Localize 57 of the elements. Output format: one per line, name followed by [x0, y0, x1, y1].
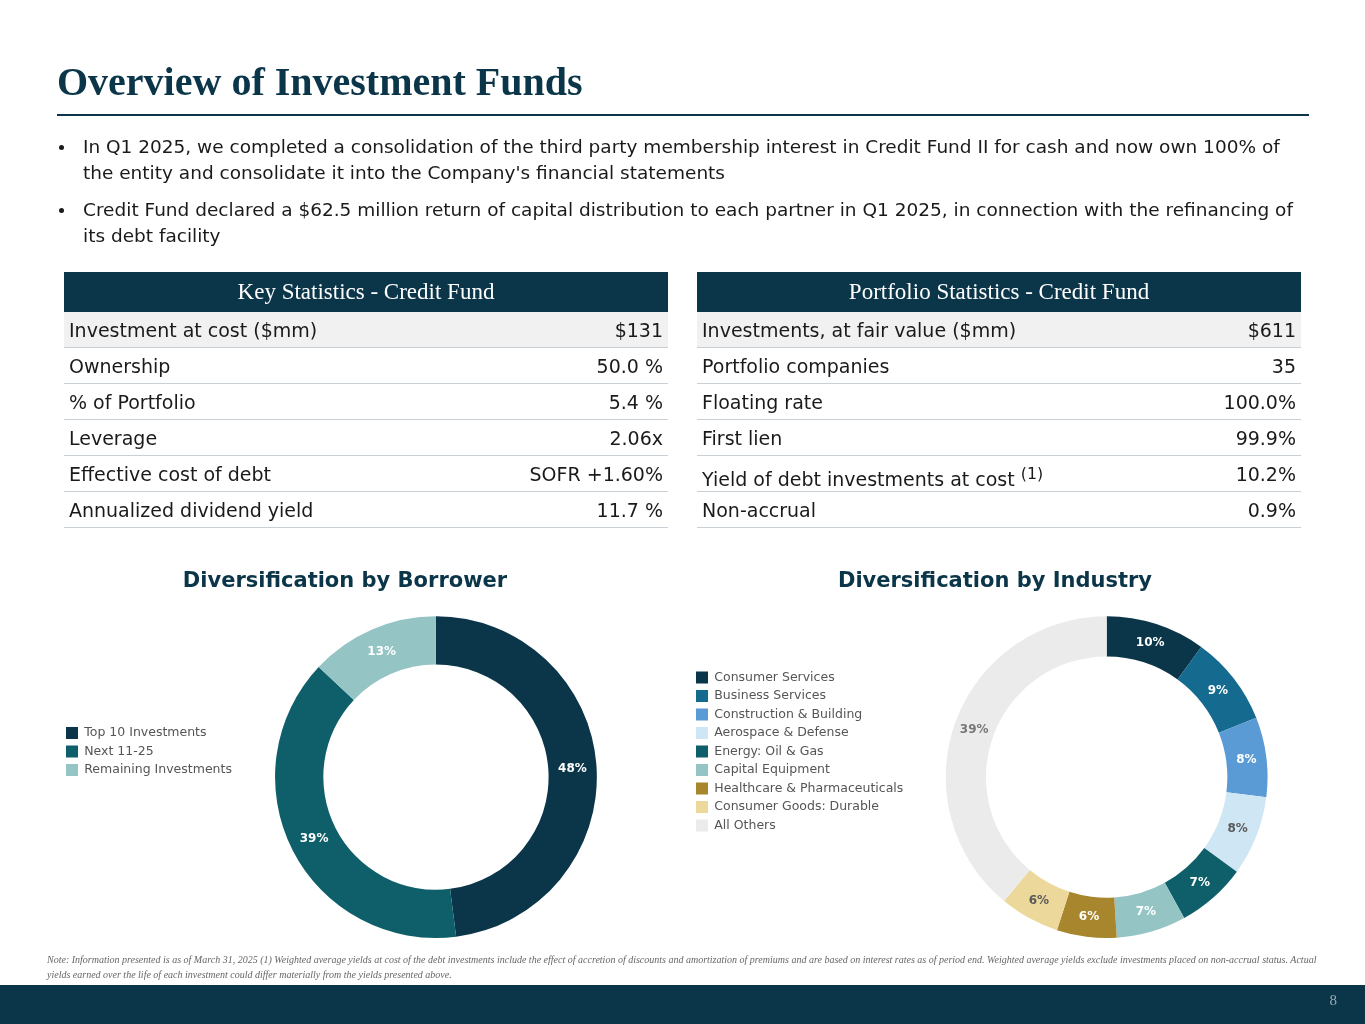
- text: Floating rate: [702, 390, 823, 415]
- data-label: 39%: [959, 721, 989, 736]
- text: Credit Fund declared a $62.5 million return of capital distribution to each partner in Q1 2025, in connection with the refinancing of its debt facility: [82, 198, 1295, 248]
- text: $611: [1247, 318, 1296, 343]
- text: % of Portfolio: [69, 390, 196, 415]
- data-label: 7%: [1189, 874, 1210, 889]
- legend-label: Energy: Oil & Gas: [714, 742, 824, 758]
- text: Investment at cost ($mm): [69, 318, 318, 343]
- text: Ownership: [69, 354, 171, 379]
- text: 11.7 %: [596, 498, 663, 523]
- data-label: 13%: [367, 643, 397, 658]
- text: Investments, at fair value ($mm): [702, 318, 1017, 343]
- text: Note: Information presented is as of March 31, 2025 (1) Weighted average yields at cost of the debt investments include the effect of accretion of discounts and amortization of premiums and are based on interest rates as of period end. Weighted average yields exclude investments placed on non-accrual status. Actual yields earned over the life of each investment could differ materially from the yields presented above.: [47, 953, 1318, 982]
- legend-label: Business Services: [714, 687, 827, 703]
- legend-label: Next 11-25: [84, 742, 154, 758]
- text: Key Statistics - Credit Fund: [64, 272, 668, 312]
- text: 8: [1329, 992, 1337, 1009]
- text: 50.0 %: [596, 354, 663, 379]
- data-label: 10%: [1135, 635, 1165, 650]
- text: Portfolio companies: [702, 354, 890, 379]
- text: Annualized dividend yield: [69, 498, 314, 523]
- data-label: 7%: [1135, 904, 1157, 919]
- legend-label: Aerospace & Defense: [714, 724, 849, 740]
- legend-label: Healthcare & Pharmaceuticals: [714, 779, 904, 795]
- text: Yield of debt investments at cost $^{(1)}$: [702, 463, 1044, 491]
- data-label: 8%: [1236, 751, 1257, 766]
- legend-label: Capital Equipment: [714, 761, 830, 777]
- text: Effective cost of debt: [69, 462, 272, 487]
- legend-label: All Others: [714, 816, 776, 832]
- text: 10.2%: [1235, 462, 1296, 487]
- text: 100.0%: [1223, 390, 1296, 415]
- legend-label: Remaining Investments: [84, 761, 232, 777]
- text: $131: [614, 318, 663, 343]
- legend-label: Consumer Services: [714, 668, 835, 684]
- text: Leverage: [69, 426, 158, 451]
- text: First lien: [702, 426, 783, 451]
- legend-label: Top 10 Investments: [83, 724, 207, 740]
- legend-label: Construction & Building: [714, 705, 863, 721]
- data-label: 8%: [1227, 821, 1248, 836]
- text: Non-accrual: [702, 498, 817, 523]
- chart-title: Diversification by Borrower: [182, 568, 508, 593]
- text: 0.9%: [1247, 498, 1296, 523]
- data-label: 6%: [1078, 908, 1100, 923]
- data-label: 9%: [1207, 682, 1229, 697]
- legend-label: Consumer Goods: Durable: [714, 798, 880, 814]
- data-label: 48%: [558, 760, 587, 775]
- text: 2.06x: [609, 426, 663, 451]
- data-label: 39%: [299, 831, 329, 846]
- text: Overview of Investment Funds: [57, 58, 583, 105]
- chart-title: Diversification by Industry: [837, 568, 1153, 593]
- text: 99.9%: [1235, 426, 1296, 451]
- text: 35: [1271, 354, 1296, 379]
- data-label: 6%: [1028, 892, 1050, 907]
- text: Portfolio Statistics - Credit Fund: [697, 272, 1301, 312]
- text: SOFR +1.60%: [529, 462, 663, 487]
- text: In Q1 2025, we completed a consolidation of the third party membership interest in Credit Fund II for cash and now own 100% of the entity and consolidate it into the Company's financial statements: [82, 135, 1281, 185]
- text: 5.4 %: [608, 390, 663, 415]
